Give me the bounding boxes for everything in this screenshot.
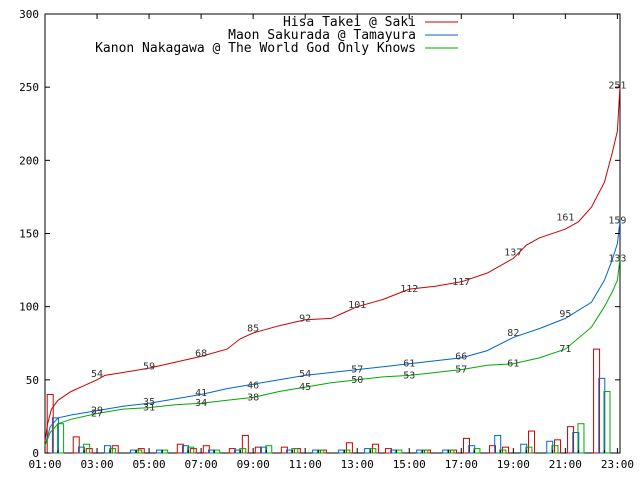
y-axis: 0 50 100 150 200 250 300 [19,8,620,460]
series-line [44,85,621,442]
x-tick-label: 13:00 [341,458,374,471]
data-label: 137 [504,248,522,259]
data-labels: 54 59 68 85 92 101 112 117 137 161 251 29 35 41 46 54 57… [91,81,626,420]
data-label: 54 [91,369,103,380]
histogram-bar [546,440,554,454]
data-label: 251 [608,81,626,92]
data-label: 61 [403,359,415,370]
plot-frame [44,13,621,454]
data-label: 35 [143,397,155,408]
data-label: 27 [91,408,103,419]
data-label: 82 [507,328,519,339]
data-label: 31 [143,403,155,414]
y-tick-label: 250 [19,81,39,94]
data-label: 66 [455,351,467,362]
legend-label: Hisa Takei @ Saki [283,15,416,30]
histogram-bar [593,348,601,454]
x-tick-label: 01:00 [28,458,61,471]
histogram-bar [577,423,585,454]
histogram-bar [72,436,80,454]
data-label: 68 [195,348,207,359]
histogram-bar [489,445,497,454]
x-tick-label: 17:00 [445,458,478,471]
histogram-bar [176,443,184,454]
histogram-bar [202,445,210,454]
data-label: 95 [559,309,571,320]
y-tick-label: 0 [32,447,39,460]
y-tick-label: 100 [19,301,39,314]
y-tick-label: 150 [19,228,39,241]
x-tick-label: 21:00 [549,458,582,471]
x-tick-label: 23:00 [601,458,634,471]
histogram-bar [181,445,189,454]
series-line [44,220,621,446]
data-label: 161 [556,212,574,223]
histogram-bar [598,377,606,454]
x-tick-label: 11:00 [289,458,322,471]
histogram-bar [57,423,65,454]
x-tick-label: 09:00 [237,458,270,471]
data-label: 101 [348,300,366,311]
legend-label: Kanon Nakagawa @ The World God Only Know… [95,41,416,56]
y-tick-label: 200 [19,154,39,167]
data-label: 57 [351,365,363,376]
histogram-bar [103,445,111,454]
data-label: 59 [143,362,155,373]
data-label: 54 [299,369,311,380]
histogram-bar [520,443,528,454]
y-tick-label: 300 [19,8,39,21]
histogram-bar [603,391,611,454]
histogram-bar [572,432,580,454]
histogram-bar [551,445,559,454]
data-label: 71 [559,344,571,355]
histogram-bar [83,443,91,454]
data-label: 45 [299,382,311,393]
histogram-bar [384,448,392,454]
data-label: 50 [351,375,363,386]
data-label: 159 [608,215,626,226]
data-label: 41 [195,388,207,399]
data-label: 57 [455,365,467,376]
data-label: 53 [403,370,415,381]
x-tick-label: 15:00 [393,458,426,471]
lines [44,85,621,446]
histogram-bar [228,448,236,454]
histogram-bar [567,426,575,454]
histogram-bar [494,434,502,454]
legend-label: Maon Sakurada @ Tamayura [228,28,416,43]
histogram-bar [51,417,59,454]
data-label: 46 [247,381,259,392]
x-tick-label: 05:00 [133,458,166,471]
data-label: 117 [452,277,470,288]
data-label: 38 [247,392,259,403]
x-tick-label: 03:00 [80,458,113,471]
histogram-bar [254,446,262,454]
x-tick-label: 19:00 [497,458,530,471]
data-label: 61 [507,359,519,370]
data-label: 85 [247,324,259,335]
series-line [44,258,621,446]
data-label: 112 [400,284,418,295]
bars [46,348,611,454]
y-tick-label: 50 [26,374,39,387]
x-tick-label: 07:00 [185,458,218,471]
data-label: 34 [195,398,207,409]
data-label: 92 [299,313,311,324]
histogram-bar [468,445,476,454]
histogram-bar [265,445,273,454]
data-label: 133 [608,253,626,264]
data-label: 29 [91,406,103,417]
x-axis: 01:00 03:00 05:00 07:00 09:00 11:00 13:00 15:00… [28,14,634,471]
